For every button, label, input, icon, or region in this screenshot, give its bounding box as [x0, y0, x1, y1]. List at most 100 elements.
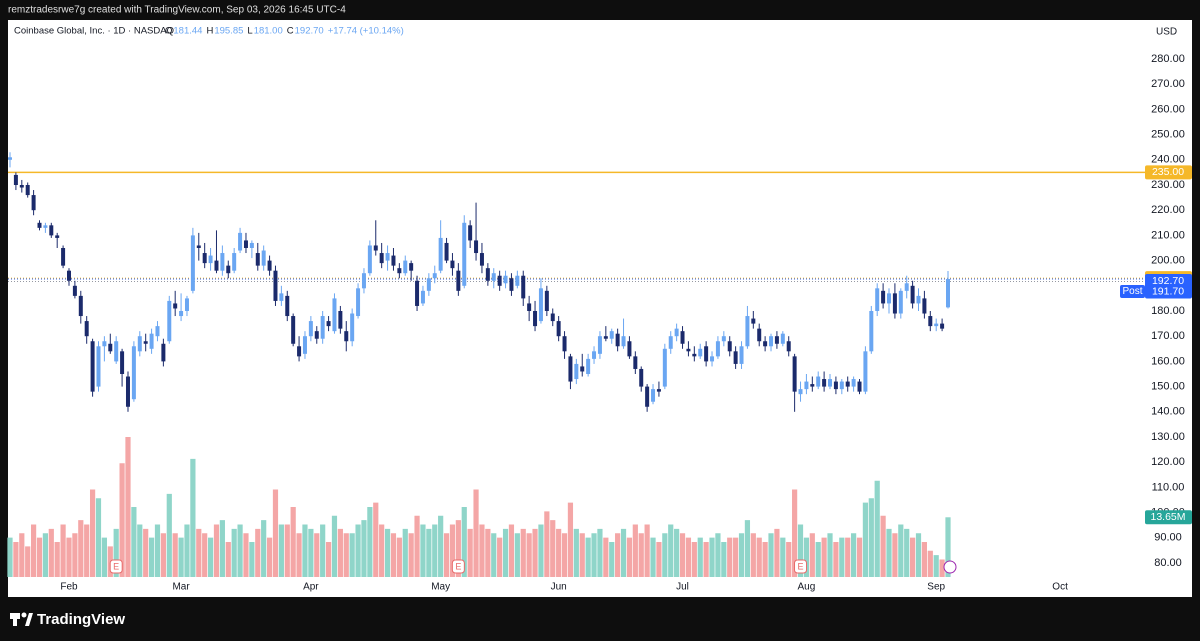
candle-body [338, 311, 343, 329]
candle-body [432, 273, 437, 279]
volume-badge: 13.65M [1150, 511, 1185, 523]
volume-bar [921, 542, 928, 577]
x-tick-label: Mar [172, 582, 190, 593]
volume-bar [48, 528, 54, 577]
volume-bar [7, 537, 13, 577]
volume-bar [184, 524, 190, 577]
volume-bar [567, 502, 574, 577]
last-price-badge-bg [1145, 273, 1192, 288]
volume-bar [927, 550, 933, 577]
candle-body [96, 346, 101, 387]
candle-body [155, 326, 160, 337]
volume-bar [904, 528, 910, 577]
candle-body [314, 331, 319, 339]
brand-logo: TradingView [10, 611, 125, 628]
candle-body [521, 275, 526, 299]
volume-bar [886, 528, 892, 577]
volume-bar [249, 542, 255, 577]
volume-bar [302, 524, 308, 577]
post-tag-bg [1120, 285, 1145, 299]
candle-body [232, 253, 237, 271]
y-tick-label: 270.00 [1151, 78, 1185, 90]
candle-body [586, 358, 591, 374]
candle-body [603, 336, 608, 339]
event-marker [451, 559, 465, 574]
candle-body [822, 379, 827, 387]
volume-bar [679, 533, 686, 577]
candle-body [456, 270, 461, 291]
volume-bar [620, 528, 627, 577]
volume-bar [101, 537, 107, 577]
volume-bar [373, 502, 379, 577]
candle-body [946, 278, 950, 308]
y-tick-label: 280.00 [1151, 53, 1185, 65]
volume-bar [296, 533, 302, 577]
logo-mark [10, 613, 20, 619]
volume-bar [225, 542, 231, 577]
volume-bar [166, 493, 172, 577]
volume-badge-bg [1145, 510, 1192, 525]
candle-body [816, 376, 821, 387]
volume-bar [656, 542, 662, 577]
candle-body [13, 174, 18, 185]
volume-bar [461, 507, 467, 577]
candle-body [267, 260, 272, 271]
candle-body [757, 328, 762, 342]
legend-key: L [247, 26, 252, 37]
volume-bar [449, 524, 456, 577]
candle-body [568, 356, 573, 382]
volume-bar [13, 542, 19, 577]
candle-body [332, 298, 337, 332]
candle-body [769, 336, 774, 347]
volume-bar [933, 555, 939, 577]
volume-bar [750, 533, 756, 577]
candle-body [450, 260, 455, 269]
candle-body [645, 386, 650, 407]
post-tag: Post [1122, 286, 1142, 297]
chart-pane [8, 20, 1192, 597]
candle-body [279, 293, 284, 301]
volume-bar [255, 528, 261, 577]
volume-bar [290, 507, 296, 577]
volume-bar [615, 533, 621, 577]
candle-body [173, 303, 178, 309]
volume-bar [609, 542, 615, 577]
volume-bar [414, 515, 420, 577]
volume-bar [390, 533, 397, 577]
x-tick-label: May [431, 582, 450, 593]
candle-body [627, 341, 632, 357]
volume-bar [72, 533, 78, 577]
volume-bar [898, 524, 904, 577]
volume-bar [833, 542, 839, 577]
candle-body [108, 343, 113, 352]
volume-bar [243, 533, 249, 577]
volume-bar [148, 537, 155, 577]
candle-body [698, 348, 703, 357]
candle-body [704, 346, 709, 362]
candle-body [285, 295, 290, 317]
candle-body [798, 389, 803, 395]
candle-body [84, 321, 89, 337]
volume-bar [632, 524, 638, 577]
candle-body [131, 346, 136, 400]
volume-bar [786, 542, 792, 577]
candle-body [745, 316, 750, 347]
volume-bar [591, 533, 597, 577]
volume-bar [644, 524, 650, 577]
volume-bar [803, 537, 810, 577]
volume-bar [520, 528, 526, 577]
candle-body [438, 237, 443, 271]
candle-body [621, 336, 626, 347]
y-tick-label: 240.00 [1151, 154, 1185, 166]
x-tick-label: Aug [798, 582, 816, 593]
volume-bar [674, 528, 680, 577]
volume-bar [738, 533, 745, 577]
volume-bar [320, 524, 326, 577]
volume-bar [54, 542, 60, 577]
candle-body [120, 351, 125, 374]
candle-body [527, 303, 532, 311]
candle-body [916, 295, 921, 304]
y-tick-label: 170.00 [1151, 330, 1185, 342]
volume-bar [379, 524, 385, 577]
